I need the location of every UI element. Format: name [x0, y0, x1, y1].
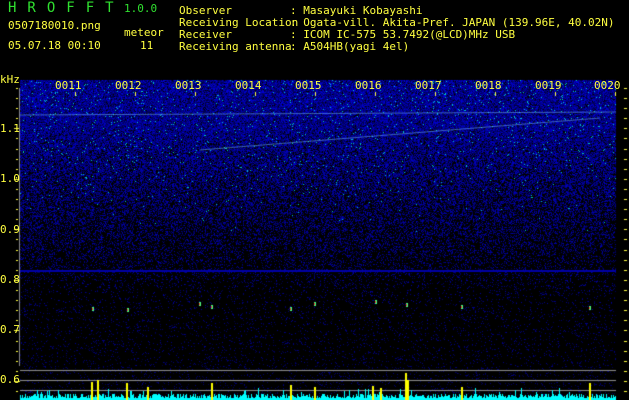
spectrogram [0, 76, 629, 400]
meteor-label: meteor [124, 26, 164, 39]
x-tick-label: 0016 [355, 79, 382, 92]
info-value-antenna: : A504HB(yagi 4el) [290, 40, 410, 53]
y-tick-label: 1.0 [0, 172, 20, 185]
y-tick-label: 0.7 [0, 323, 20, 336]
info-value-location: : Ogata-vill. Akita-Pref. JAPAN (139.96E… [290, 16, 615, 29]
y-axis-unit: kHz [0, 73, 20, 86]
x-tick-label: 0020 [594, 79, 621, 92]
info-value-receiver: : ICOM IC-575 53.7492(@LCD)MHz USB [290, 28, 516, 41]
info-key-location: Receiving Location [179, 16, 299, 29]
x-tick-label: 0012 [115, 79, 142, 92]
file-name: 0507180010.png [8, 19, 101, 32]
meteor-count: 11 [140, 39, 154, 52]
y-tick-label: 0.9 [0, 223, 20, 236]
info-key-receiver: Receiver [179, 28, 232, 41]
info-key-observer: Observer [179, 4, 232, 17]
y-tick-label: 0.8 [0, 273, 20, 286]
x-tick-label: 0018 [475, 79, 502, 92]
info-value-observer: : Masayuki Kobayashi [290, 4, 423, 17]
app-version: 1.0.0 [124, 2, 158, 15]
file-datetime: 05.07.18 00:10 [8, 39, 101, 52]
app-title: HROFFT [8, 0, 125, 16]
x-tick-label: 0014 [235, 79, 262, 92]
y-tick-label: 1.1 [0, 122, 20, 135]
x-tick-label: 0013 [175, 79, 202, 92]
y-tick-label: 0.6 [0, 373, 20, 386]
x-tick-label: 0015 [295, 79, 322, 92]
x-tick-label: 0011 [55, 79, 82, 92]
x-tick-label: 0019 [535, 79, 562, 92]
info-key-antenna: Receiving antenna [179, 40, 292, 53]
x-tick-label: 0017 [415, 79, 442, 92]
